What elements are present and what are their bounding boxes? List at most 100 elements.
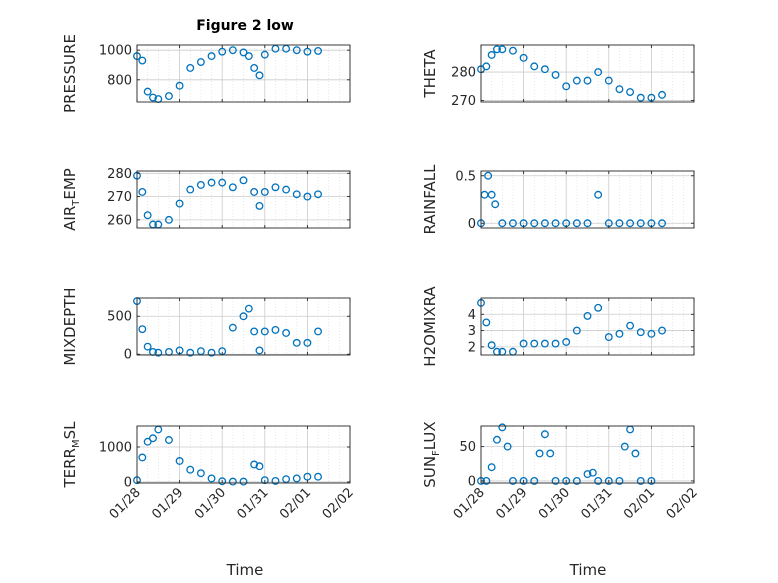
data-point: [626, 88, 635, 96]
y-axis-label: AIRTEMP: [61, 168, 82, 231]
data-point: [239, 312, 248, 321]
subplot-sun-flux: 0 50 01/28 01/29 01/30 01/31 02/01 02/02 SUNFLUX: [421, 421, 701, 522]
y-axis-label: PRESSURE: [61, 34, 79, 113]
data-point: [154, 348, 163, 357]
data-point: [594, 476, 603, 485]
y-tick-label: 280: [451, 66, 476, 81]
data-point: [658, 326, 666, 335]
y-tick-label: 260: [107, 213, 132, 228]
x-tick-label: 01/29: [493, 485, 530, 522]
y-tick-label: 270: [107, 190, 132, 205]
data-point: [583, 311, 592, 320]
y-axis-label: H2OMIXRA: [421, 286, 439, 367]
axes-box: [480, 44, 695, 103]
data-point: [551, 476, 560, 485]
data-point: [271, 325, 280, 334]
data-point: [491, 200, 500, 209]
data-point: [143, 437, 152, 446]
data-point: [631, 449, 640, 458]
data-point: [186, 63, 195, 72]
data-point: [255, 462, 264, 471]
data-point: [239, 48, 248, 57]
data-point: [218, 47, 227, 56]
data-point: [260, 50, 269, 59]
y-axis-label: MIXDEPTH: [61, 287, 79, 365]
x-tick-label: 01/30: [192, 485, 229, 522]
data-point: [292, 474, 301, 483]
data-point: [255, 71, 264, 80]
data-point: [260, 476, 269, 485]
x-axis-label-left: Time: [226, 561, 264, 579]
data-point: [530, 62, 539, 71]
data-point: [509, 219, 517, 228]
y-axis-label: SUNFLUX: [421, 421, 442, 487]
axes-box: [136, 425, 351, 484]
data-point: [292, 190, 301, 199]
data-point: [143, 211, 152, 220]
data-point: [207, 474, 216, 483]
data-point: [244, 304, 253, 313]
y-tick-label: 0.5: [455, 169, 476, 184]
data-point: [138, 453, 147, 462]
data-point: [594, 303, 603, 312]
axes-box: [480, 297, 695, 356]
x-tick-label: 01/28: [107, 485, 144, 522]
data-point: [647, 476, 656, 485]
data-point: [487, 341, 496, 350]
data-point: [282, 475, 291, 484]
x-tick-label: 02/01: [621, 485, 658, 522]
data-point: [498, 45, 507, 54]
data-point: [149, 434, 157, 443]
data-point: [228, 46, 237, 55]
data-point: [636, 219, 645, 228]
data-point: [292, 46, 301, 55]
subplot-air-temp: 260 270 280 AIRTEMP: [61, 167, 351, 231]
data-point: [255, 201, 264, 210]
subplot-theta: 270 280 THETA: [421, 44, 695, 109]
x-tick-label: 02/02: [664, 485, 701, 522]
x-tick-label: 01/31: [235, 485, 272, 522]
data-point: [503, 442, 512, 451]
data-point: [186, 465, 195, 474]
subplot-pressure: 800 1000 PRESSURE: [61, 34, 351, 113]
data-point: [255, 346, 264, 355]
y-tick-label: 0: [468, 217, 476, 232]
data-point: [149, 93, 157, 102]
data-point: [250, 187, 259, 196]
data-point: [164, 436, 173, 444]
data-point: [658, 219, 666, 228]
data-point: [303, 47, 312, 56]
y-tick-label: 50: [459, 440, 476, 455]
data-point: [186, 185, 195, 194]
y-axis-label: THETA: [421, 49, 439, 99]
data-point: [604, 333, 613, 342]
data-point: [207, 348, 216, 357]
data-point: [493, 45, 501, 54]
data-point: [636, 328, 645, 337]
data-point: [250, 327, 259, 336]
data-point: [228, 323, 237, 332]
data-point: [647, 329, 656, 338]
y-tick-label: 280: [107, 167, 132, 182]
data-point: [138, 187, 147, 196]
data-point: [636, 93, 645, 102]
data-point: [551, 219, 560, 228]
data-point: [572, 76, 581, 85]
data-point: [583, 470, 592, 479]
data-point: [196, 58, 205, 66]
axes-box: [136, 297, 351, 356]
data-point: [636, 476, 645, 485]
data-point: [594, 190, 603, 199]
data-point: [583, 219, 592, 228]
data-point: [260, 187, 269, 196]
y-tick-label: 1000: [99, 44, 132, 59]
subplot-terr-msl: 0 1000 01/28 01/29 01/30 01/31 02/01 02/02 TERRM…: [61, 421, 357, 522]
data-point: [244, 52, 253, 61]
data-point: [487, 463, 496, 472]
y-tick-label: 0: [124, 475, 132, 490]
data-point: [292, 338, 301, 347]
data-point: [540, 65, 549, 74]
subplot-h2omixra: 234 H2OMIXRA: [421, 286, 695, 367]
data-point: [540, 219, 549, 228]
data-point: [519, 53, 528, 62]
